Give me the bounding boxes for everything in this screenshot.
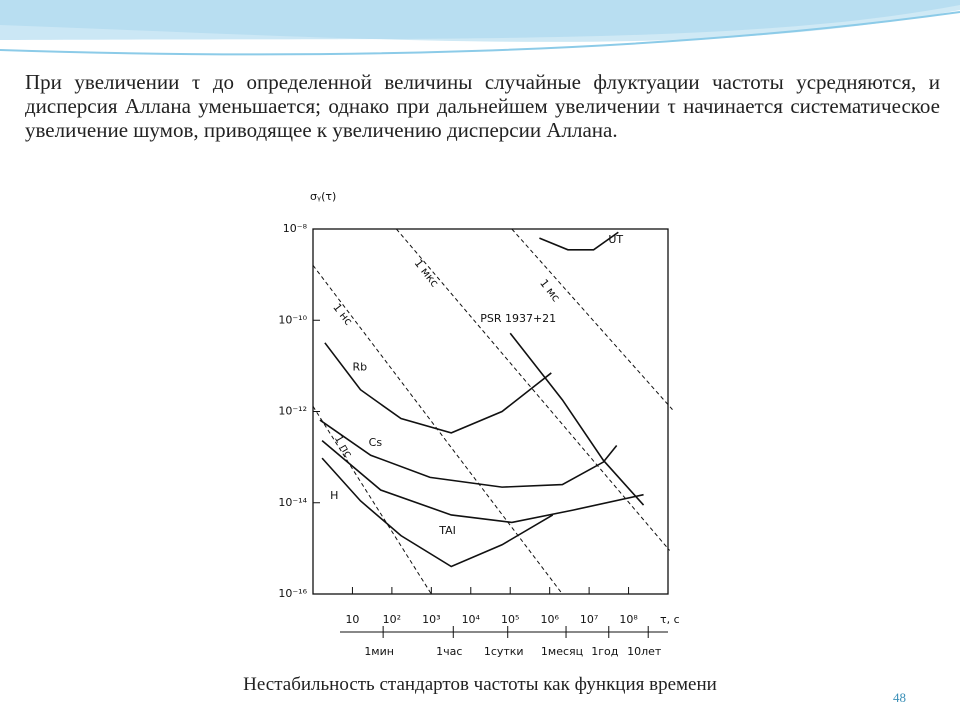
- y-axis-label: σᵧ(τ): [310, 190, 336, 203]
- x-tick-label: 10: [345, 613, 359, 626]
- series-label: UT: [608, 233, 623, 246]
- y-tick-label: 10⁻¹⁶: [278, 587, 307, 600]
- series-line: [539, 231, 619, 251]
- time-tick-label: 1мин: [364, 645, 394, 658]
- x-tick-label: 10⁵: [501, 613, 519, 626]
- x-axis-label: τ, с: [660, 613, 680, 626]
- x-tick-label: 10²: [383, 613, 401, 626]
- x-tick-label: 10⁶: [540, 613, 559, 626]
- time-tick-label: 10лет: [627, 645, 662, 658]
- series-label: H: [330, 489, 338, 502]
- time-tick-label: 1месяц: [541, 645, 583, 658]
- wave-decoration: [0, 0, 960, 56]
- series-line: [509, 332, 645, 506]
- y-tick-label: 10⁻¹²: [278, 405, 307, 418]
- series-line: [319, 419, 618, 488]
- x-tick-label: 10³: [422, 613, 440, 626]
- series-label: Rb: [352, 361, 367, 374]
- series-label: TAI: [438, 524, 456, 537]
- series-label: Cs: [369, 436, 383, 449]
- caption: Нестабильность стандартов частоты как фу…: [243, 674, 717, 695]
- y-tick-label: 10⁻¹⁴: [278, 496, 307, 509]
- x-tick-label: 10⁴: [462, 613, 481, 626]
- slide-text: При увеличении τ до определенной величин…: [25, 70, 940, 142]
- y-tick-label: 10⁻⁸: [283, 222, 308, 235]
- series-label: PSR 1937+21: [480, 312, 556, 325]
- series-line: [324, 342, 552, 434]
- reference-line: [312, 265, 563, 595]
- time-tick-label: 1год: [591, 645, 619, 658]
- reference-line: [511, 228, 673, 410]
- x-tick-label: 10⁸: [619, 613, 638, 626]
- time-tick-label: 1час: [436, 645, 462, 658]
- series-line: [321, 440, 644, 524]
- chart: σᵧ(τ) τ, с 10⁻⁸ 10⁻¹⁰ 10⁻¹² 10⁻¹⁴ 10⁻¹⁶ 10 10²…: [272, 185, 688, 667]
- x-tick-label: 10⁷: [580, 613, 598, 626]
- page-number: 48: [893, 690, 906, 705]
- series-line: [321, 457, 554, 568]
- time-tick-label: 1сутки: [484, 645, 524, 658]
- reference-line: [396, 228, 671, 551]
- reference-line: [312, 406, 432, 595]
- chart-background: [272, 185, 688, 667]
- y-tick-label: 10⁻¹⁰: [278, 313, 307, 326]
